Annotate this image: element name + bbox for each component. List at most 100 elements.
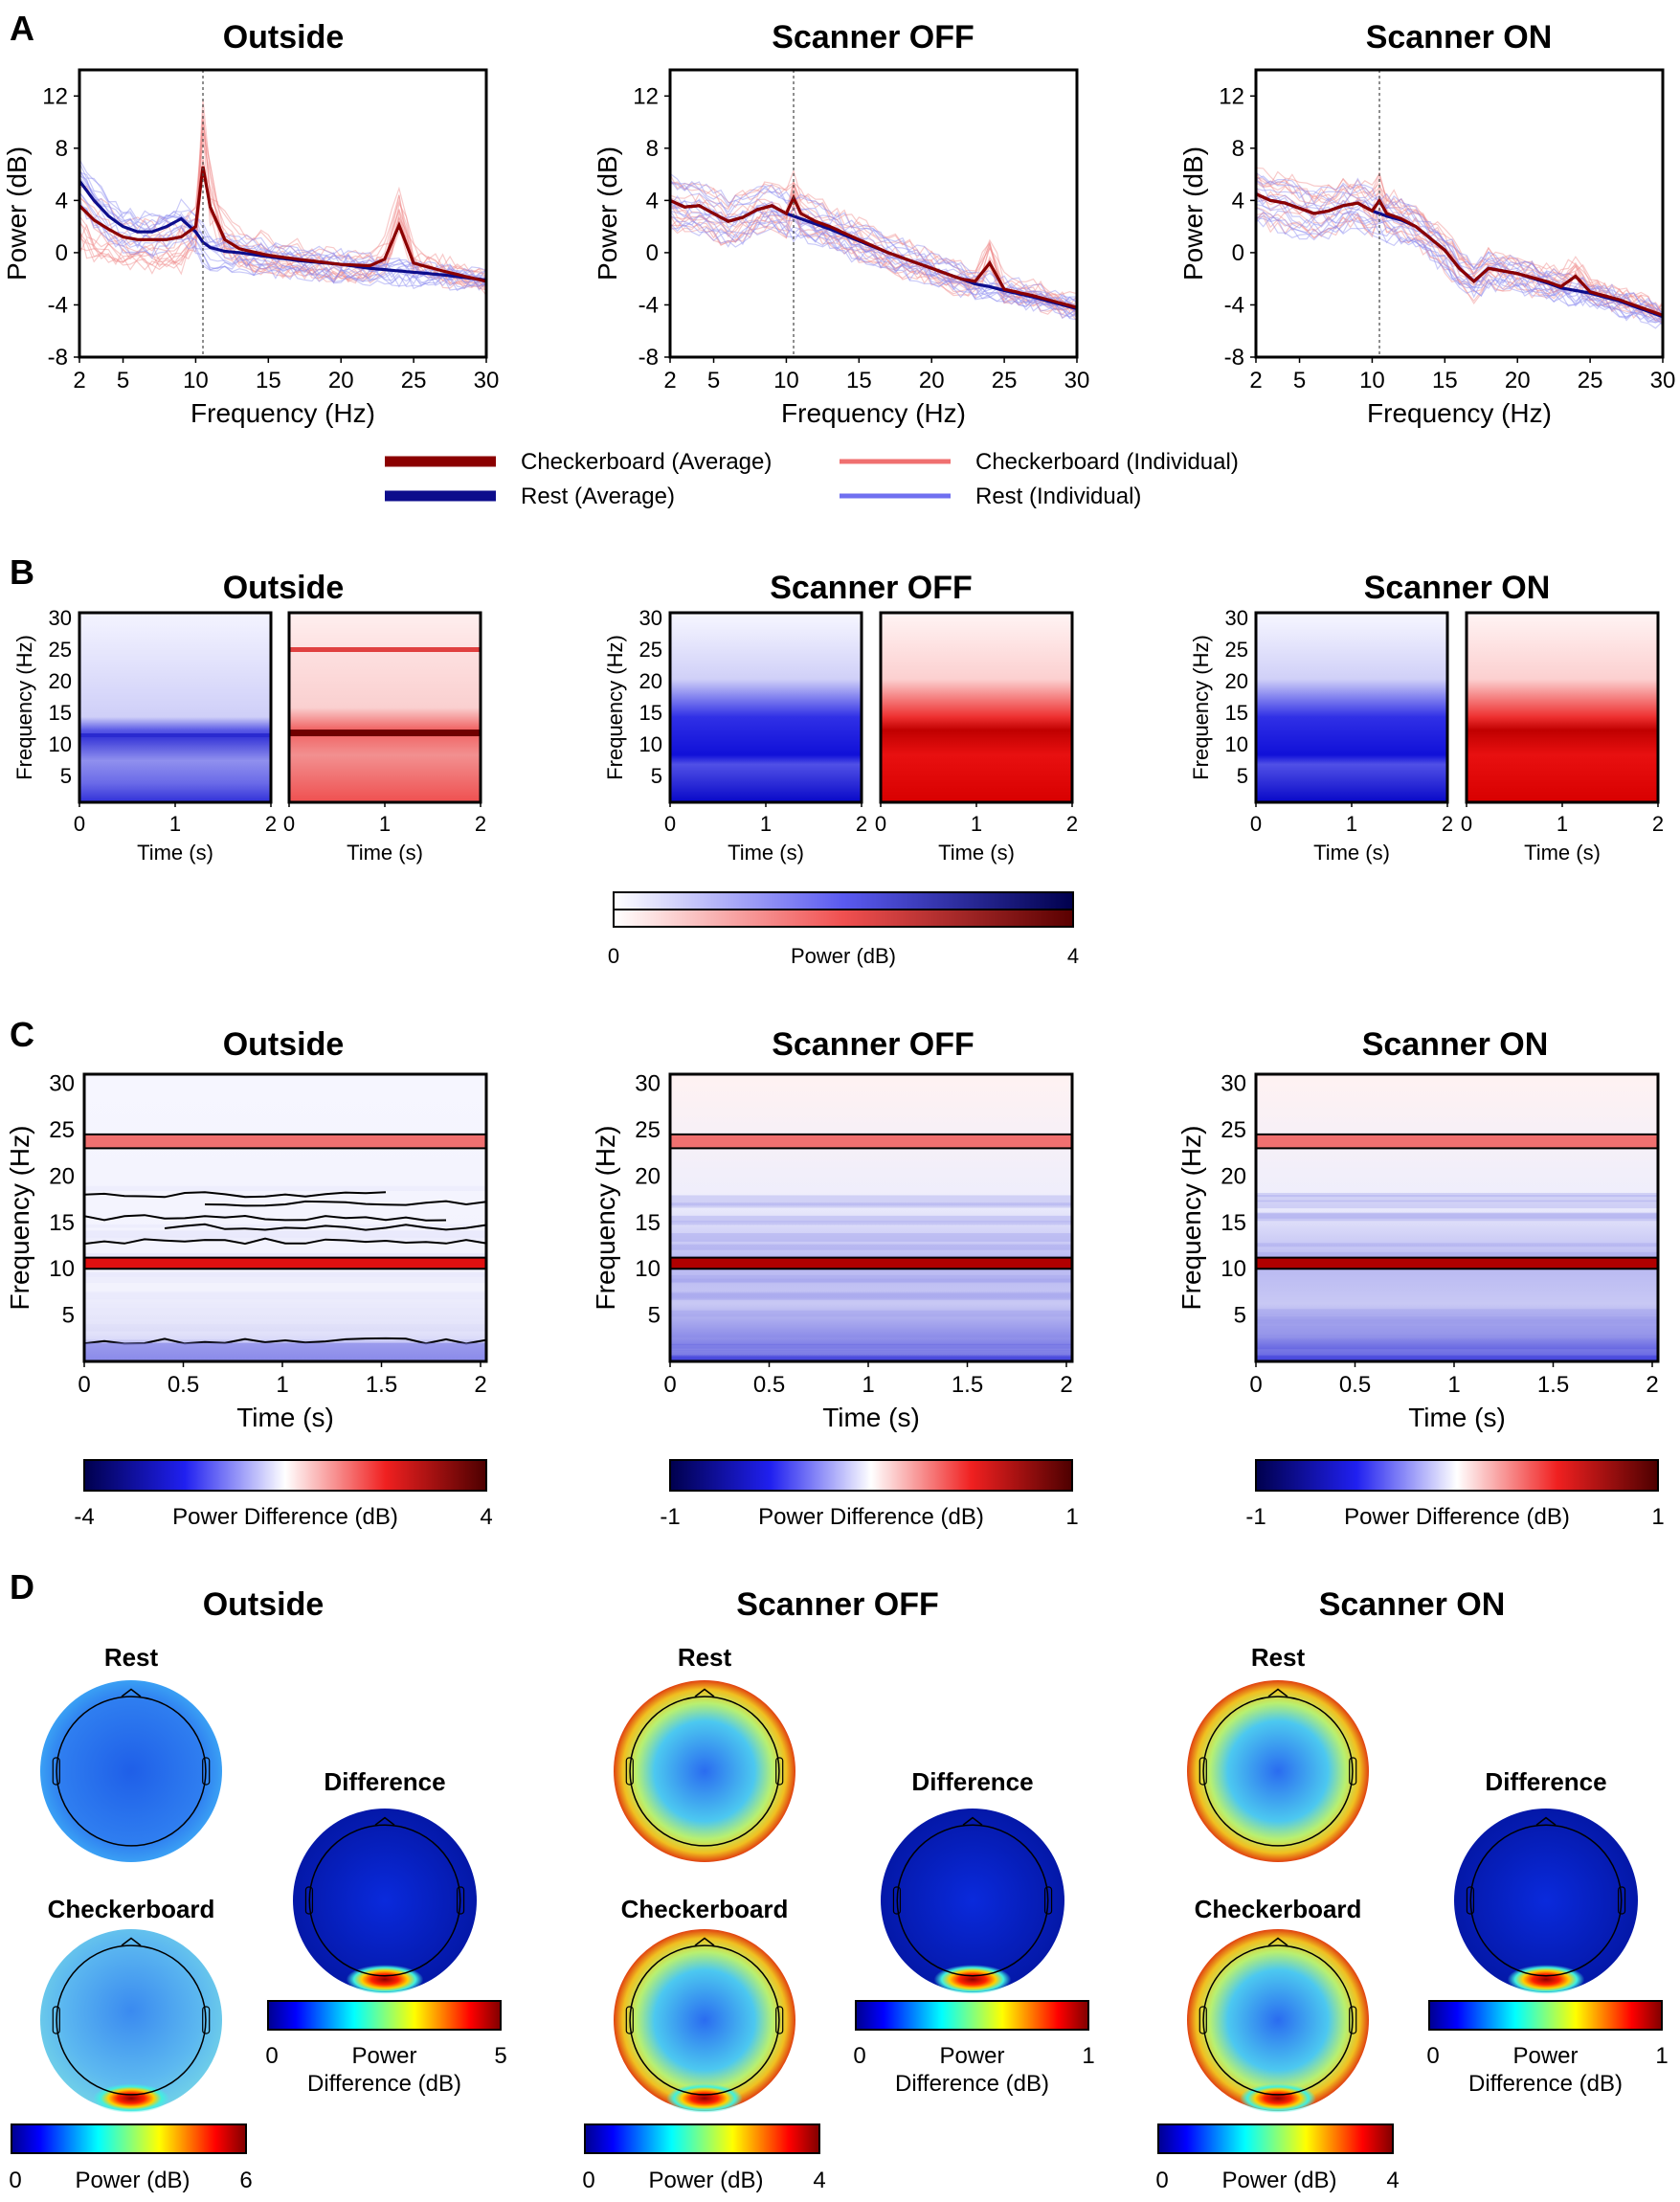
x-tick-label: 20 [1505, 368, 1531, 393]
rest-individual-trace [79, 205, 486, 287]
rest-individual-trace [670, 220, 1077, 318]
checkerboard-label: Checkerboard [621, 1895, 789, 1923]
texture-band [1256, 1195, 1658, 1202]
b-colorbar-max: 4 [1067, 944, 1079, 968]
y-tick-label: 25 [49, 1117, 75, 1143]
right-ear-outline [775, 2006, 784, 2034]
rest-individual-trace [1256, 180, 1663, 321]
texture-band [1256, 1349, 1658, 1356]
y-tick-label: 30 [1225, 606, 1248, 630]
rest-individual-trace [670, 172, 1077, 306]
y-tick-label: 4 [646, 188, 659, 213]
y-tick-label: -8 [48, 345, 68, 371]
difference-map [84, 1074, 486, 1361]
texture-band [1256, 1213, 1658, 1219]
x-tick-label: 2 [1060, 1372, 1072, 1398]
difference-colorbar-min: 0 [265, 2043, 278, 2069]
head-outline [1202, 1944, 1354, 2096]
y-tick-label: -4 [48, 292, 68, 318]
occipital-hotspot [933, 1965, 1012, 1994]
checker-individual-trace [670, 169, 1077, 306]
x-tick-label: 2 [474, 1372, 486, 1398]
alpha-band-stripe [290, 730, 480, 736]
x-tick-label: 2 [856, 812, 867, 836]
d-title-scanner-off: Scanner OFF [736, 1586, 939, 1623]
c-title-outside: Outside [223, 1026, 345, 1063]
panel-c-difference-maps: Outside Scanner OFF Scanner ON 302520151… [5, 1026, 1665, 1530]
x-tick-label: 5 [1293, 368, 1306, 393]
alpha-band-stripe [80, 733, 270, 737]
difference-colorbar-label-2: Difference (dB) [1468, 2071, 1623, 2097]
difference-colorbar-label-1: Power [351, 2043, 416, 2069]
occipital-hotspot [93, 2083, 169, 2113]
x-tick-label: 25 [992, 368, 1018, 393]
y-tick-label: -8 [638, 345, 659, 371]
x-tick-label: 20 [919, 368, 945, 393]
c-title-scanner-off: Scanner OFF [772, 1026, 974, 1063]
x-tick-label: 2 [663, 368, 676, 393]
y-axis-label: Power (dB) [1178, 146, 1208, 281]
x-tick-label: 30 [474, 368, 500, 393]
x-tick-label: 2 [475, 812, 486, 836]
checker-individual-trace [1256, 178, 1663, 313]
power-colorbar-min: 0 [1155, 2168, 1168, 2193]
y-tick-label: 20 [49, 1163, 75, 1189]
texture-band [1256, 1251, 1658, 1258]
checkerboard-label: Checkerboard [1195, 1895, 1362, 1923]
y-tick-label: 5 [1237, 764, 1248, 788]
y-axis-label: Power (dB) [2, 146, 32, 281]
texture-band [1256, 1326, 1658, 1335]
checker-individual-trace [670, 190, 1077, 308]
checker-individual-trace [1256, 213, 1663, 320]
nose-outline [374, 1816, 395, 1826]
checker-individual-trace [79, 166, 486, 289]
rest-individual-trace [670, 220, 1077, 319]
y-tick-label: 25 [1221, 1117, 1246, 1143]
checker-individual-trace [79, 99, 486, 274]
x-tick-label: 30 [1650, 368, 1676, 393]
right-ear-outline [1349, 2006, 1357, 2034]
rest-individual-trace [79, 205, 486, 292]
head-outline [56, 1944, 207, 2096]
right-ear-outline [1043, 1886, 1053, 1915]
checker-individual-trace [670, 214, 1077, 322]
rest-individual-trace [670, 210, 1077, 321]
x-tick-label: 1 [760, 812, 772, 836]
x-tick-label: 0 [875, 812, 886, 836]
rest-individual-trace [79, 191, 486, 288]
d-condition-0: Rest Checkerboard Difference 0 6 Power (dB) 0 5… [9, 1643, 506, 2193]
x-axis-label: Time (s) [938, 841, 1015, 865]
y-tick-label: 8 [56, 136, 68, 162]
difference-map [1256, 1074, 1658, 1361]
checker-individual-trace [79, 131, 486, 278]
texture-band [1256, 1323, 1658, 1330]
significance-contour [164, 1223, 487, 1231]
texture-band [84, 1331, 486, 1340]
x-axis-label: Time (s) [1408, 1403, 1506, 1432]
nose-outline [121, 1937, 142, 1946]
c-condition-1: 30 25 20 15 10 5 0 0.5 1 1.5 2 Time (s) Frequency (H… [591, 1071, 1079, 1530]
alpha-difference-band [84, 1257, 486, 1270]
checker-individual-trace [1256, 170, 1663, 315]
nose-outline [962, 1816, 983, 1826]
x-tick-label: 1 [971, 812, 982, 836]
x-tick-label: 2 [1249, 368, 1262, 393]
y-tick-label: 5 [651, 764, 662, 788]
x-tick-label: 1 [1346, 812, 1357, 836]
texture-band [1256, 1319, 1658, 1325]
difference-topography [881, 1809, 1064, 1994]
x-axis-label: Time (s) [137, 841, 213, 865]
rest-individual-trace [1256, 179, 1663, 316]
rest-individual-trace [1256, 217, 1663, 326]
y-tick-label: 30 [639, 606, 662, 630]
y-tick-label: 8 [1232, 136, 1244, 162]
rest-label: Rest [678, 1643, 732, 1672]
rest-label: Rest [1251, 1643, 1306, 1672]
texture-band [670, 1348, 1072, 1357]
rest-individual-trace [1256, 195, 1663, 318]
head-outline [56, 1696, 207, 1847]
rest-individual-trace [79, 203, 486, 289]
rest-spectrogram [668, 611, 863, 804]
c-colorbar-label: Power Difference (dB) [758, 1504, 984, 1530]
